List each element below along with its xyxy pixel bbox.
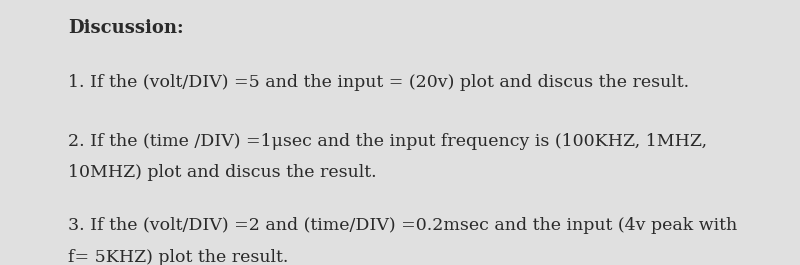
Text: 1. If the (volt/DIV) =5 and the input = (20v) plot and discus the result.: 1. If the (volt/DIV) =5 and the input = … — [68, 74, 689, 91]
Text: f= 5KHZ) plot the result.: f= 5KHZ) plot the result. — [68, 249, 288, 265]
Text: 3. If the (volt/DIV) =2 and (time/DIV) =0.2msec and the input (4v peak with: 3. If the (volt/DIV) =2 and (time/DIV) =… — [68, 217, 738, 234]
Text: Discussion:: Discussion: — [68, 19, 184, 37]
Text: 10MHZ) plot and discus the result.: 10MHZ) plot and discus the result. — [68, 164, 377, 181]
Text: 2. If the (time /DIV) =1μsec and the input frequency is (100KHZ, 1MHZ,: 2. If the (time /DIV) =1μsec and the inp… — [68, 132, 707, 149]
